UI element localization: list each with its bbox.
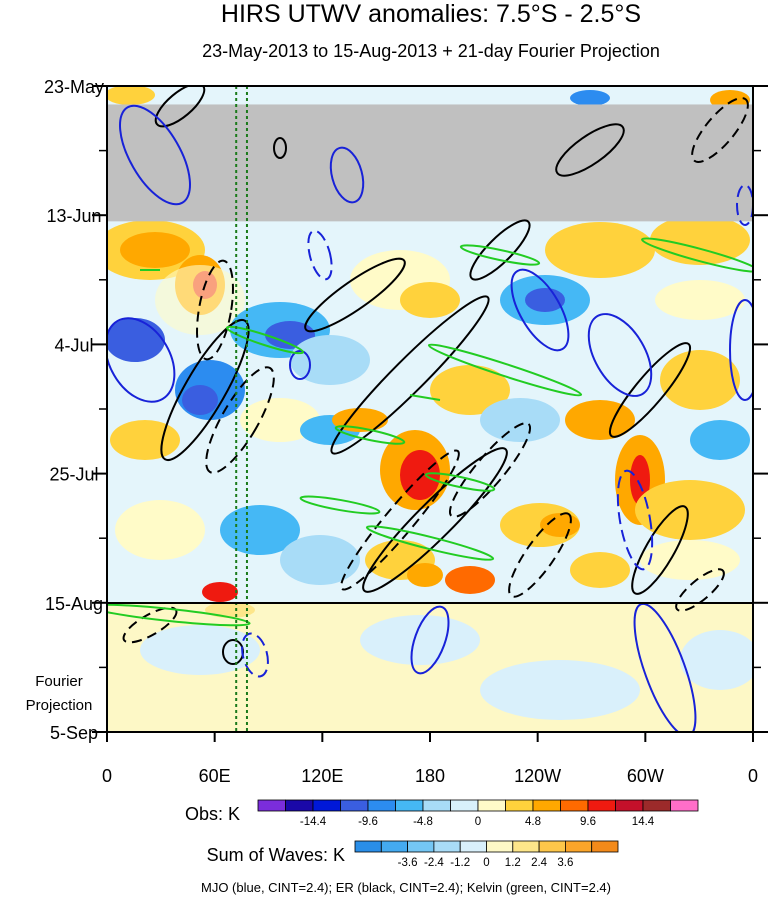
obs-colorbar-swatch-4 bbox=[367, 799, 396, 812]
er-contours bbox=[122, 86, 749, 665]
projection-label-line1: Fourier bbox=[35, 673, 83, 690]
obs-colorbar: -14.4 -9.6 -4.8 0 4.8 9.6 14.4 bbox=[257, 799, 699, 828]
obs-colorbar-tick-1: -9.6 bbox=[358, 816, 378, 828]
obs-colorbar-swatch-2 bbox=[312, 799, 341, 812]
waves-colorbar-tick-5: 2.4 bbox=[531, 857, 548, 869]
waves-colorbar-tick-6: 3.6 bbox=[557, 857, 573, 869]
obs-colorbar-tick-4: 4.8 bbox=[525, 816, 541, 828]
waves-colorbar-tick-2: -1.2 bbox=[450, 857, 470, 869]
projection-label-line2: Projection bbox=[26, 697, 93, 714]
obs-colorbar-swatch-15 bbox=[670, 799, 699, 812]
waves-colorbar-swatch-2 bbox=[407, 840, 435, 853]
y-tick-label-4: 15-Aug bbox=[45, 594, 103, 614]
waves-colorbar-swatch-5 bbox=[486, 840, 514, 853]
x-tick-label-4: 120W bbox=[514, 766, 561, 786]
y-tick-label-2: 4-Jul bbox=[54, 335, 93, 355]
waves-colorbar-tick-3: 0 bbox=[483, 857, 489, 869]
x-tick-label-6: 0 bbox=[748, 766, 758, 786]
y-tick-label-1: 13-Jun bbox=[46, 206, 101, 226]
obs-colorbar-swatch-0 bbox=[257, 799, 286, 812]
chart-subtitle: 23-May-2013 to 15-Aug-2013 + 21-day Four… bbox=[202, 41, 660, 61]
obs-colorbar-swatch-7 bbox=[450, 799, 479, 812]
missing-data-band bbox=[107, 104, 753, 222]
plot-area bbox=[107, 86, 753, 732]
x-tick-label-5: 60W bbox=[627, 766, 664, 786]
anomaly-field bbox=[107, 86, 750, 602]
waves-colorbar-swatch-4 bbox=[459, 840, 487, 853]
waves-colorbar-swatch-1 bbox=[380, 840, 408, 853]
waves-colorbar-tick-1: -2.4 bbox=[424, 857, 444, 869]
y-tick-label-0: 23-May bbox=[44, 77, 104, 97]
waves-colorbar-swatch-3 bbox=[433, 840, 461, 853]
y-tick-label-3: 25-Jul bbox=[49, 465, 98, 485]
y-tick-label-5: 5-Sep bbox=[50, 723, 98, 743]
waves-colorbar: -3.6 -2.4 -1.2 0 1.2 2.4 3.6 bbox=[354, 840, 619, 869]
contour-footnote: MJO (blue, CINT=2.4); ER (black, CINT=2.… bbox=[201, 880, 611, 895]
obs-colorbar-tick-5: 9.6 bbox=[580, 816, 596, 828]
waves-colorbar-swatch-9 bbox=[591, 840, 619, 853]
waves-colorbar-label: Sum of Waves: K bbox=[207, 845, 345, 865]
waves-colorbar-tick-4: 1.2 bbox=[505, 857, 521, 869]
obs-colorbar-swatch-5 bbox=[395, 799, 424, 812]
obs-colorbar-tick-3: 0 bbox=[475, 816, 481, 828]
obs-colorbar-tick-6: 14.4 bbox=[632, 816, 655, 828]
x-tick-label-2: 120E bbox=[301, 766, 343, 786]
obs-colorbar-swatch-14 bbox=[642, 799, 671, 812]
chart-title: HIRS UTWV anomalies: 7.5°S - 2.5°S bbox=[221, 0, 641, 28]
waves-colorbar-swatch-0 bbox=[354, 840, 382, 853]
obs-colorbar-swatch-12 bbox=[587, 799, 616, 812]
kelvin-contours bbox=[107, 237, 753, 627]
obs-colorbar-swatch-13 bbox=[615, 799, 644, 812]
y-axis: 23-May 13-Jun 4-Jul 25-Jul 15-Aug 5-Sep bbox=[44, 77, 768, 743]
x-tick-label-0: 0 bbox=[102, 766, 112, 786]
obs-colorbar-swatch-11 bbox=[560, 799, 589, 812]
obs-colorbar-swatch-8 bbox=[477, 799, 506, 812]
obs-colorbar-tick-2: -4.8 bbox=[413, 816, 433, 828]
waves-colorbar-swatch-7 bbox=[538, 840, 566, 853]
x-tick-label-1: 60E bbox=[199, 766, 231, 786]
waves-colorbar-tick-0: -3.6 bbox=[398, 857, 418, 869]
obs-colorbar-label: Obs: K bbox=[185, 804, 240, 824]
obs-colorbar-tick-0: -14.4 bbox=[300, 816, 327, 828]
obs-colorbar-swatch-9 bbox=[505, 799, 534, 812]
obs-colorbar-swatch-1 bbox=[285, 799, 314, 812]
obs-colorbar-swatch-6 bbox=[422, 799, 451, 812]
obs-colorbar-swatch-3 bbox=[340, 799, 369, 812]
x-axis: 0 60E 120E 180 120W 60W 0 bbox=[102, 732, 758, 786]
waves-colorbar-swatch-8 bbox=[565, 840, 593, 853]
obs-colorbar-swatch-10 bbox=[532, 799, 561, 812]
x-tick-label-3: 180 bbox=[415, 766, 445, 786]
waves-colorbar-swatch-6 bbox=[512, 840, 540, 853]
mjo-contours bbox=[107, 104, 753, 732]
